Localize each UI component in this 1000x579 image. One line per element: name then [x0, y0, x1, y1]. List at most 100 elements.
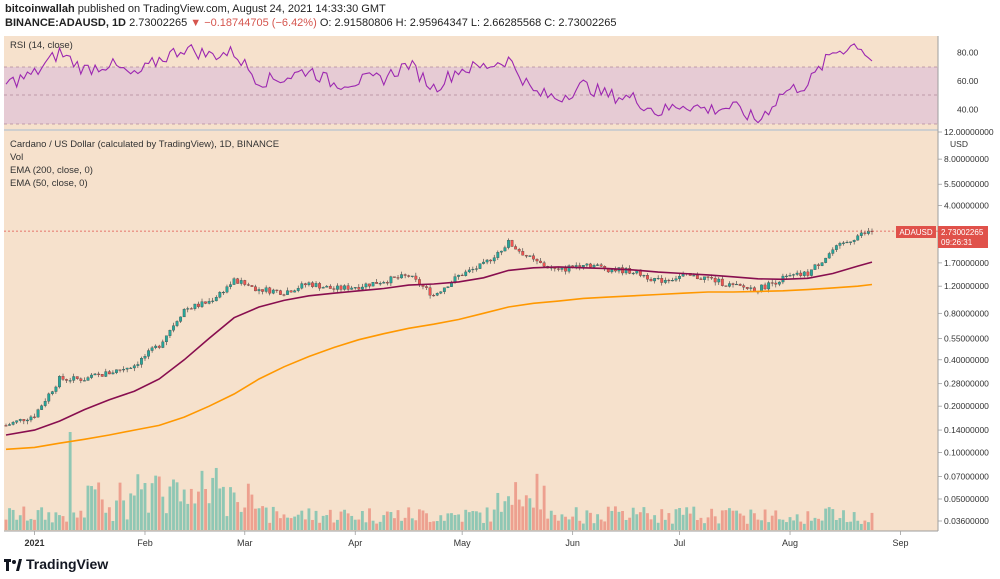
candle-body — [200, 301, 204, 307]
time-axis[interactable]: 2021 Feb Mar Apr May Jun Jul Aug Sep — [24, 531, 909, 548]
candle-body — [678, 275, 681, 279]
candle-body — [211, 300, 215, 302]
candle-body — [111, 372, 115, 375]
volume-bar — [624, 519, 628, 530]
candle-body — [250, 285, 254, 287]
volume-bar — [457, 514, 461, 530]
volume-bar — [278, 518, 282, 530]
candle-body — [261, 289, 264, 292]
volume-bar — [311, 519, 314, 530]
candle-body — [542, 262, 546, 267]
volume-bar — [859, 523, 863, 530]
candle-body — [15, 420, 19, 423]
volume-bar — [489, 521, 493, 530]
candle-body — [307, 282, 311, 286]
symbol-label[interactable]: BINANCE:ADAUSD, 1D — [5, 17, 127, 29]
time-axis-tick-label: Feb — [137, 538, 153, 548]
candle-body — [346, 285, 350, 290]
rsi-axis[interactable]: 80.00 60.00 40.00 — [957, 47, 979, 114]
candle-body — [97, 373, 101, 375]
volume-bar — [574, 507, 578, 530]
volume-bar — [417, 509, 421, 530]
brand-name: TradingView — [26, 556, 109, 572]
volume-bar — [50, 522, 54, 530]
volume-bar — [336, 519, 339, 530]
candle-body — [820, 262, 824, 266]
volume-bar — [403, 517, 407, 530]
volume-bar — [631, 507, 635, 530]
candle-body — [303, 283, 307, 286]
candle-body — [574, 265, 578, 267]
candle-body — [792, 274, 795, 276]
volume-bar — [856, 520, 860, 530]
volume-bar — [589, 512, 592, 530]
volume-bar — [239, 511, 243, 530]
volume-bar — [286, 517, 289, 530]
volume-bar — [503, 501, 507, 530]
volume-bar — [246, 483, 250, 530]
candle-body — [29, 416, 33, 421]
candle-body — [282, 294, 286, 296]
candle-body — [343, 285, 346, 290]
candle-body — [168, 330, 172, 336]
volume-bar — [731, 510, 735, 530]
candle-body — [581, 265, 585, 268]
volume-bar — [824, 508, 828, 530]
volume-bar — [186, 503, 190, 530]
volume-bar — [735, 510, 739, 530]
candle-body — [125, 367, 129, 370]
volume-bar — [842, 510, 845, 530]
volume-bar — [870, 512, 874, 530]
candle-body — [154, 345, 158, 348]
price-axis-tick-label: 0.14000000 — [944, 425, 989, 435]
candle-body — [221, 291, 225, 294]
brand-footer[interactable]: TradingView — [4, 556, 108, 572]
price-axis-tick-label: 12.00000000 — [944, 127, 994, 137]
candle-body — [706, 276, 710, 278]
candle-body — [364, 283, 368, 288]
candle-body — [556, 268, 560, 270]
volume-bar — [792, 520, 796, 530]
candle-body — [40, 405, 44, 410]
volume-bar — [745, 523, 749, 530]
price-axis[interactable]: 12.00000000 8.00000000 5.50000000 4.0000000… — [938, 127, 994, 526]
price-pane-background — [4, 131, 938, 531]
publisher-name[interactable]: bitcoinwallah — [5, 3, 75, 15]
volume-bar — [303, 519, 307, 530]
volume-bar — [535, 473, 539, 530]
candle-body — [478, 263, 482, 269]
volume-bar — [11, 509, 15, 530]
volume-bar — [243, 507, 247, 530]
candle-body — [147, 350, 150, 357]
volume-bar — [200, 470, 204, 530]
price-tag-value: 2.73002265 — [941, 228, 984, 237]
volume-bar — [332, 522, 336, 530]
volume-bar — [264, 507, 268, 530]
volume-bar — [467, 512, 471, 530]
volume-bar — [699, 517, 703, 530]
candle-body — [54, 386, 58, 392]
time-axis-tick-label: Jul — [674, 538, 686, 548]
candle-body — [204, 301, 207, 304]
volume-bar — [681, 514, 685, 530]
volume-bar — [539, 509, 542, 530]
candle-body — [136, 364, 140, 366]
candle-body — [182, 309, 186, 318]
candle-body — [521, 251, 525, 256]
candle-body — [189, 308, 193, 310]
candle-body — [806, 271, 810, 276]
candle-body — [407, 275, 411, 277]
time-axis-tick-label: Mar — [237, 538, 253, 548]
candle-body — [457, 274, 460, 277]
volume-bar — [524, 495, 528, 530]
volume-bar — [610, 510, 614, 530]
candle-body — [286, 290, 289, 295]
candle-body — [382, 282, 386, 284]
candle-body — [61, 376, 65, 380]
candle-body — [4, 425, 8, 427]
volume-bar — [831, 509, 835, 530]
candle-body — [400, 274, 403, 279]
volume-bar — [845, 522, 849, 530]
time-axis-tick-label: Aug — [782, 538, 798, 548]
price-pane-title: Cardano / US Dollar (calculated by Tradi… — [10, 139, 279, 150]
